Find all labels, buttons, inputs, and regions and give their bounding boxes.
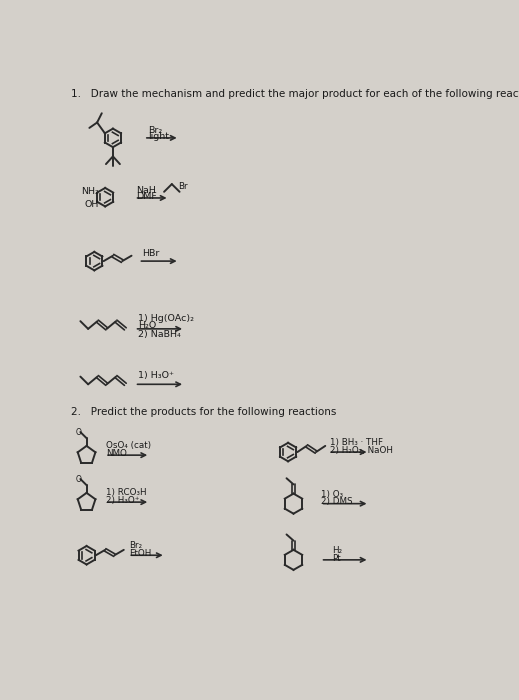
Text: H₂O: H₂O [139, 321, 157, 330]
Text: Br₂: Br₂ [148, 125, 163, 134]
Text: 2.   Predict the products for the following reactions: 2. Predict the products for the followin… [71, 407, 336, 417]
Text: DMF: DMF [136, 192, 157, 201]
Text: Pt: Pt [332, 554, 341, 563]
Text: light: light [148, 132, 170, 141]
Text: O: O [76, 428, 81, 437]
Text: NaH: NaH [136, 186, 156, 195]
Text: OsO₄ (cat): OsO₄ (cat) [106, 441, 151, 450]
Text: Br₂: Br₂ [129, 541, 142, 550]
Text: 1) O₃: 1) O₃ [321, 490, 344, 498]
Text: 2) NaBH₄: 2) NaBH₄ [139, 330, 181, 340]
Text: 2) H₃O⁺: 2) H₃O⁺ [106, 496, 140, 505]
Text: HBr: HBr [142, 249, 160, 258]
Text: 2) DMS: 2) DMS [321, 498, 353, 506]
Text: EtOH: EtOH [129, 549, 152, 558]
Text: O: O [76, 475, 81, 484]
Text: 1) RCO₃H: 1) RCO₃H [106, 488, 146, 497]
Text: 1) BH₃ · THF: 1) BH₃ · THF [330, 438, 383, 447]
Text: OH: OH [85, 200, 99, 209]
Text: 1.   Draw the mechanism and predict the major product for each of the following : 1. Draw the mechanism and predict the ma… [71, 90, 519, 99]
Text: H₂: H₂ [332, 546, 343, 555]
Text: 1) H₃O⁺: 1) H₃O⁺ [139, 371, 174, 380]
Text: 2) H₂O₂, NaOH: 2) H₂O₂, NaOH [330, 446, 393, 455]
Text: Br: Br [178, 182, 188, 190]
Text: NMO: NMO [106, 449, 127, 458]
Text: 1) Hg(OAc)₂: 1) Hg(OAc)₂ [139, 314, 195, 323]
Text: NH₂: NH₂ [81, 186, 100, 195]
